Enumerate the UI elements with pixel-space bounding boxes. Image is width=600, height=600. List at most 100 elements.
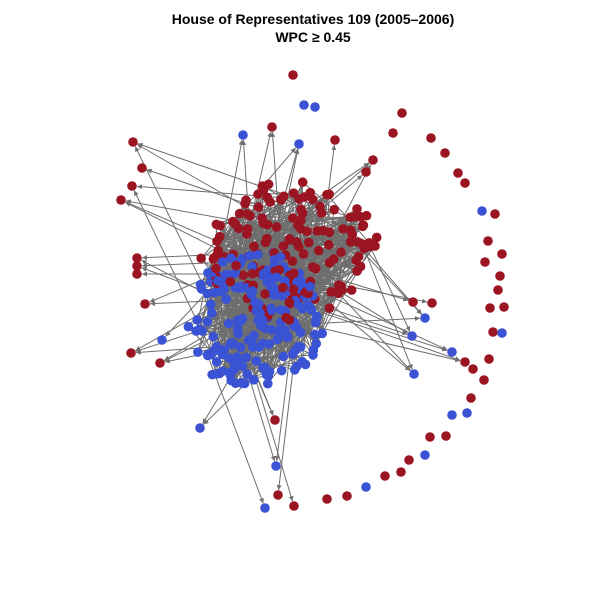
node xyxy=(288,213,298,223)
node xyxy=(361,167,371,177)
node xyxy=(380,471,390,481)
node xyxy=(229,357,239,368)
node xyxy=(235,283,246,294)
edge-arrow xyxy=(338,293,411,371)
node xyxy=(345,237,356,247)
node xyxy=(230,378,241,389)
node xyxy=(264,339,274,349)
node xyxy=(215,220,226,231)
node xyxy=(371,232,382,243)
node xyxy=(323,240,334,250)
node xyxy=(247,261,257,272)
edge-arrow xyxy=(207,355,264,504)
edge-arrow xyxy=(164,307,272,362)
node xyxy=(193,347,203,357)
node xyxy=(308,345,319,355)
edge-arrow xyxy=(363,248,413,370)
node xyxy=(408,297,418,307)
node xyxy=(346,285,357,295)
node xyxy=(407,331,417,341)
node xyxy=(288,349,298,359)
node xyxy=(247,268,258,279)
node xyxy=(349,211,360,222)
node xyxy=(284,235,295,245)
node xyxy=(295,327,306,338)
node xyxy=(237,361,248,372)
node xyxy=(397,108,407,118)
node xyxy=(316,208,327,218)
edge xyxy=(315,228,344,344)
node xyxy=(288,284,299,295)
node xyxy=(260,323,270,334)
edge-arrow xyxy=(136,184,300,200)
node xyxy=(235,342,246,353)
node xyxy=(266,305,277,316)
edge-arrow xyxy=(307,285,448,351)
node xyxy=(197,326,208,336)
node xyxy=(262,192,273,203)
node xyxy=(205,299,216,310)
node xyxy=(488,327,498,337)
node xyxy=(260,503,270,513)
node xyxy=(495,271,505,281)
edge-arrow xyxy=(329,307,408,336)
node xyxy=(221,294,231,304)
node xyxy=(293,241,304,252)
node xyxy=(218,257,228,267)
node xyxy=(324,227,335,238)
node xyxy=(490,209,500,219)
node xyxy=(249,241,259,252)
node xyxy=(352,204,362,214)
node xyxy=(298,249,309,259)
node xyxy=(493,285,503,295)
node xyxy=(303,237,314,248)
node xyxy=(462,408,472,418)
node xyxy=(289,268,299,279)
node xyxy=(460,357,470,367)
edge-arrow xyxy=(125,199,376,247)
edge xyxy=(319,206,332,292)
node xyxy=(497,328,507,338)
node xyxy=(420,313,430,323)
node xyxy=(132,269,142,279)
node xyxy=(441,431,451,441)
node xyxy=(278,351,289,362)
node xyxy=(287,256,298,267)
edge xyxy=(247,209,335,299)
node xyxy=(196,284,207,294)
node xyxy=(477,206,487,216)
node xyxy=(276,305,286,315)
node xyxy=(466,393,476,403)
edge-arrow xyxy=(137,142,351,218)
node xyxy=(447,410,457,420)
node xyxy=(272,334,283,345)
node xyxy=(253,202,264,213)
node xyxy=(484,354,494,364)
node xyxy=(244,250,255,261)
node xyxy=(288,188,299,198)
node xyxy=(312,226,323,236)
node xyxy=(288,70,298,80)
node xyxy=(388,128,398,138)
node xyxy=(195,423,205,433)
node xyxy=(271,222,282,232)
node xyxy=(217,349,228,360)
node xyxy=(239,378,250,389)
node xyxy=(460,178,470,188)
node xyxy=(196,253,206,264)
node xyxy=(485,303,495,313)
node xyxy=(251,356,262,366)
node xyxy=(284,315,295,325)
node xyxy=(353,237,363,247)
node xyxy=(208,331,219,342)
node xyxy=(271,272,282,283)
node xyxy=(192,315,202,325)
node xyxy=(294,139,304,149)
node xyxy=(313,245,324,256)
node xyxy=(270,415,280,425)
node xyxy=(426,133,436,143)
node xyxy=(361,482,371,492)
node xyxy=(333,288,344,299)
node xyxy=(342,491,352,501)
